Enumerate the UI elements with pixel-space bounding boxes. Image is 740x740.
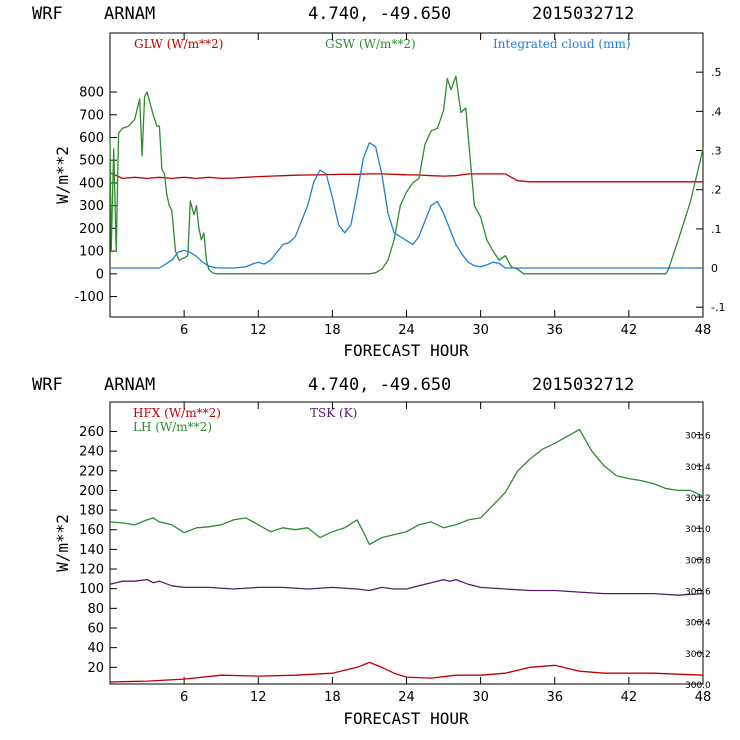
y2-tick-label: 300.0	[685, 681, 711, 691]
x-tick-label: 48	[695, 690, 712, 705]
y-tick-label: 600	[79, 131, 104, 146]
y-tick-label: 700	[79, 108, 104, 123]
plot-frame-bottom	[109, 401, 704, 685]
y2-tick-label: 300.4	[685, 619, 711, 629]
series-line-integrated	[110, 142, 703, 269]
y2-tick-label: -.1	[711, 301, 725, 314]
y2-tick-label: 301.2	[685, 494, 711, 504]
header-site: ARNAM	[104, 4, 155, 24]
y2-tick-label: 300.8	[685, 556, 711, 566]
y-tick-label: 100	[79, 582, 104, 597]
y2-tick-label: .2	[711, 184, 722, 197]
header-date: 2015032712	[532, 4, 634, 24]
y2-tick-label: 300.2	[685, 650, 711, 660]
y-tick-label: 120	[79, 563, 104, 578]
y-tick-label: 80	[87, 602, 104, 617]
y-tick-label: 240	[79, 445, 104, 460]
y2-tick-label: .1	[711, 223, 722, 236]
x-tick-label: 6	[180, 323, 188, 338]
y-tick-label: 400	[79, 176, 104, 191]
y-tick-label: 500	[79, 154, 104, 169]
header-site-2: ARNAM	[104, 375, 155, 395]
legend-gsw: GSW (W/m**2)	[325, 37, 416, 51]
y2-tick-label: 0	[711, 262, 718, 275]
series-line-hfx	[109, 661, 704, 683]
y-tick-label: 260	[79, 425, 104, 440]
header-model: WRF	[32, 4, 63, 24]
y2-tick-label: .3	[711, 145, 722, 158]
y-tick-label: 180	[79, 504, 104, 519]
x-tick-label: 6	[180, 690, 188, 705]
x-tick-label: 24	[398, 323, 415, 338]
y-tick-label: 200	[79, 222, 104, 237]
y-tick-label: 800	[79, 86, 104, 101]
y-tick-label: -100	[74, 290, 104, 305]
legend-glw: GLW (W/m**2)	[134, 37, 223, 51]
x-tick-label: 36	[546, 690, 563, 705]
x-tick-label: 48	[695, 323, 712, 338]
y-tick-label: 160	[79, 523, 104, 538]
y2-tick-label: 301.4	[685, 463, 711, 473]
panel-bottom: WRF ARNAM 4.740, -49.650 2015032712 HFX …	[32, 375, 711, 728]
header-coords-2: 4.740, -49.650	[308, 375, 451, 395]
y2-tick-label: .4	[711, 105, 722, 118]
legend-cloud: Integrated cloud (mm)	[493, 37, 631, 51]
legend-tsk: TSK (K)	[310, 406, 357, 420]
x-tick-label: 12	[250, 323, 267, 338]
y2-tick-label: 301.0	[685, 525, 711, 535]
x-tick-label: 18	[324, 690, 341, 705]
y-tick-label: 20	[87, 661, 104, 676]
y-tick-label: 100	[79, 245, 104, 260]
y-axis-label-bottom: W/m**2	[53, 514, 72, 572]
y2-tick-label: .5	[711, 66, 722, 79]
legend-hfx: HFX (W/m**2)	[133, 406, 221, 420]
series-line-glw	[109, 172, 703, 183]
header-model-2: WRF	[32, 375, 63, 395]
x-tick-label: 42	[621, 690, 638, 705]
x-tick-label: 30	[472, 690, 489, 705]
y-tick-label: 40	[87, 641, 104, 656]
x-axis-label-top: FORECAST HOUR	[343, 341, 469, 360]
x-tick-label: 24	[398, 690, 415, 705]
x-tick-label: 30	[472, 323, 489, 338]
x-tick-label: 42	[621, 323, 638, 338]
x-tick-label: 18	[324, 323, 341, 338]
y-tick-label: 140	[79, 543, 104, 558]
y-axis-label-top: W/m**2	[53, 146, 72, 204]
series-line-gsw	[109, 75, 704, 275]
header-date-2: 2015032712	[532, 375, 634, 395]
panel-top: WRF ARNAM 4.740, -49.650 2015032712 GLW …	[32, 4, 725, 360]
y2-tick-label: 301.6	[685, 432, 711, 442]
series-line-tsk	[109, 578, 704, 596]
x-tick-label: 12	[250, 690, 267, 705]
y-tick-label: 0	[96, 267, 104, 282]
x-axis-label-bottom: FORECAST HOUR	[343, 709, 469, 728]
y-tick-label: 300	[79, 199, 104, 214]
y-tick-label: 60	[87, 621, 104, 636]
x-tick-label: 36	[546, 323, 563, 338]
y2-tick-label: 300.6	[685, 588, 711, 598]
series-line-lh	[109, 428, 704, 546]
header-coords: 4.740, -49.650	[308, 4, 451, 24]
y-tick-label: 200	[79, 484, 104, 499]
legend-lh: LH (W/m**2)	[133, 420, 212, 434]
y-tick-label: 220	[79, 464, 104, 479]
